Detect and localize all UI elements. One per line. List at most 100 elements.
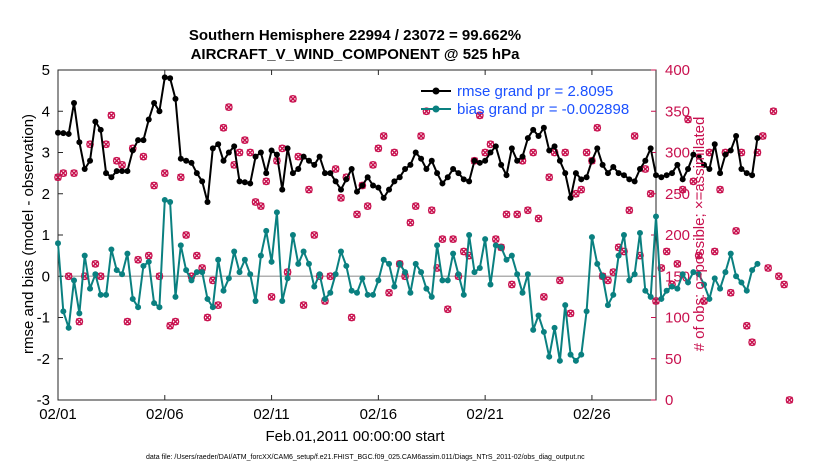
bias-point xyxy=(289,232,296,238)
obs-possible-point xyxy=(726,288,735,297)
bias-point xyxy=(220,287,227,294)
rmse-point xyxy=(231,143,238,150)
obs-assimilated-point xyxy=(364,202,372,210)
axes-box xyxy=(57,69,657,401)
bias-point xyxy=(140,262,147,269)
obs-possible-point xyxy=(150,181,158,190)
obs-possible-point xyxy=(427,206,436,215)
bias-point xyxy=(492,242,499,249)
rmse-point xyxy=(546,147,553,154)
obs-assimilated-point xyxy=(150,181,158,190)
rmse-point xyxy=(610,163,617,170)
rmse-point xyxy=(193,170,200,177)
obs-assimilated-point xyxy=(748,338,756,346)
bias-point xyxy=(327,289,334,296)
rmse-point xyxy=(428,157,435,164)
rmse-point xyxy=(129,147,136,154)
bias-point xyxy=(450,250,457,257)
legend-rmse-label: rmse grand pr = 2.8095 xyxy=(457,83,613,100)
rmse-point xyxy=(636,166,643,172)
bias-point xyxy=(418,269,425,276)
rmse-point xyxy=(498,161,505,168)
obs-assimilated-point xyxy=(529,148,537,157)
obs-possible-point xyxy=(289,95,297,103)
rmse-point xyxy=(540,124,547,131)
obs-possible-point xyxy=(630,132,639,140)
rmse-point xyxy=(81,166,88,172)
rmse-point xyxy=(124,168,131,175)
bias-point xyxy=(604,302,611,309)
bias-point xyxy=(588,234,595,241)
rmse-point xyxy=(156,108,163,115)
rmse-point xyxy=(289,170,296,177)
obs-possible-point xyxy=(299,301,308,309)
y-tick-label: 4 xyxy=(42,103,50,120)
bias-point xyxy=(476,265,483,271)
obs-possible-point xyxy=(241,136,249,144)
obs-possible-point xyxy=(716,185,724,194)
rmse-point xyxy=(354,188,360,195)
obs-possible-point xyxy=(540,293,548,301)
bias-point xyxy=(263,227,270,234)
obs-assimilated-point xyxy=(390,148,398,157)
rmse-point xyxy=(252,153,259,160)
rmse-point xyxy=(348,166,355,172)
obs-possible-point xyxy=(262,177,271,186)
obs-assimilated-point xyxy=(219,124,228,132)
y-tick-label: -1 xyxy=(37,310,50,327)
rmse-point xyxy=(658,174,665,181)
obs-assimilated-point xyxy=(241,136,249,144)
bias-point xyxy=(733,273,740,280)
rmse-point xyxy=(263,170,270,177)
rmse-point xyxy=(268,147,275,154)
bias-point xyxy=(92,271,99,278)
rmse-point xyxy=(743,170,750,177)
obs-possible-point xyxy=(684,115,692,124)
obs-assimilated-point xyxy=(107,111,115,119)
rmse-point xyxy=(594,145,601,152)
obs-possible-point xyxy=(305,185,313,194)
obs-assimilated-point xyxy=(262,177,270,185)
obs-possible-point xyxy=(267,293,276,301)
rmse-point xyxy=(108,174,115,181)
bias-point xyxy=(508,252,515,259)
bias-point xyxy=(679,271,686,278)
bias-point xyxy=(348,287,355,294)
obs-possible-point xyxy=(70,169,78,177)
bias-point xyxy=(674,285,681,292)
rmse-point xyxy=(653,172,659,179)
obs-possible-point xyxy=(556,276,564,285)
bias-point xyxy=(76,310,83,317)
rmse-point xyxy=(701,161,708,168)
bias-point xyxy=(332,271,339,278)
obs-possible-point xyxy=(507,280,516,289)
x-tick-label: 02/06 xyxy=(146,406,184,423)
rmse-point xyxy=(503,172,510,179)
obs-assimilated-point xyxy=(113,157,121,165)
obs-possible-point xyxy=(689,177,698,186)
obs-assimilated-point xyxy=(673,260,681,268)
obs-assimilated-point xyxy=(663,247,671,256)
bias-point xyxy=(103,291,110,298)
obs-assimilated-point xyxy=(679,186,687,194)
rmse-point xyxy=(685,166,692,172)
bias-point xyxy=(530,326,537,333)
obs-possible-point xyxy=(529,148,538,157)
obs-possible-point xyxy=(379,132,388,140)
bias-point xyxy=(535,312,542,319)
bias-point xyxy=(423,285,430,292)
rmse-point xyxy=(508,145,515,152)
bias-point xyxy=(236,269,243,276)
obs-possible-point xyxy=(54,173,62,182)
obs-possible-point xyxy=(748,338,756,347)
rmse-point xyxy=(631,178,638,185)
obs-possible-point xyxy=(406,218,415,227)
rmse-point xyxy=(738,166,745,172)
bias-point xyxy=(503,256,510,263)
obs-assimilated-point xyxy=(310,231,318,239)
obs-possible-point xyxy=(566,309,575,318)
bias-point xyxy=(663,287,670,294)
obs-assimilated-point xyxy=(123,318,131,326)
obs-possible-point xyxy=(219,123,228,132)
obs-possible-point xyxy=(502,210,511,219)
